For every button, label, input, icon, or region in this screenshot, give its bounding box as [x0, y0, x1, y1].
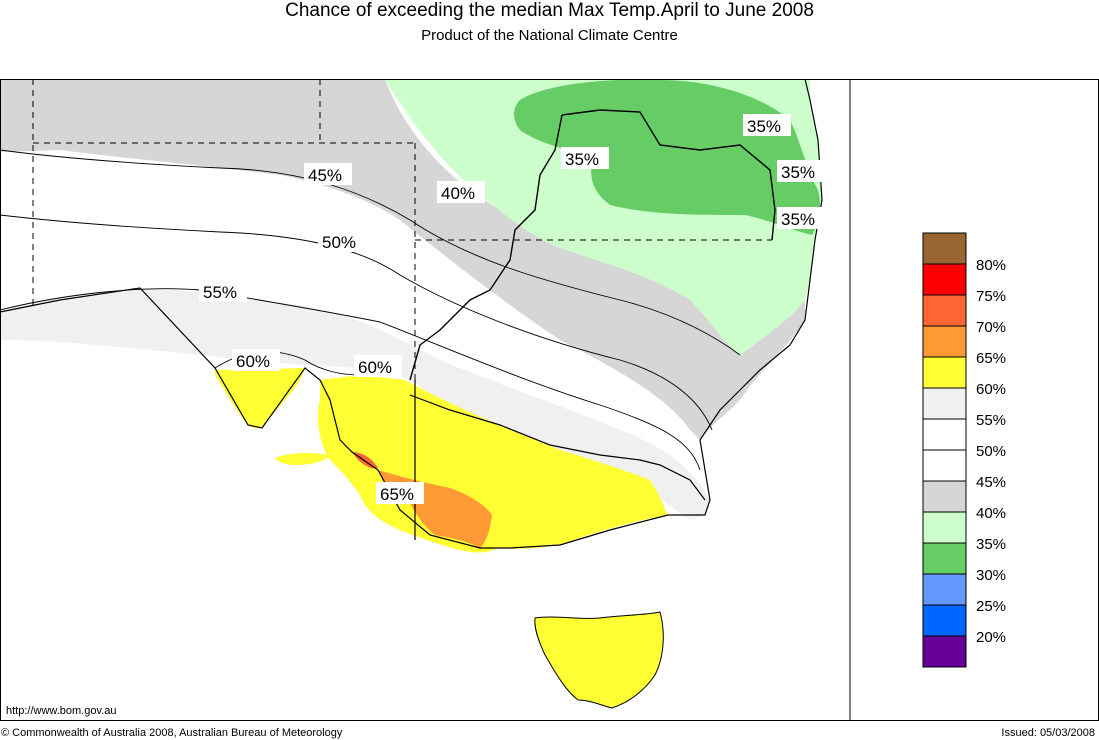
copyright-notice: © Commonwealth of Australia 2008, Austra… [1, 727, 343, 739]
contour-label-group: 45% 40% 50% 55% 60% 60% 65% 35% 35% 35% … [199, 114, 825, 504]
legend-swatch [922, 418, 967, 451]
legend-swatch [922, 635, 967, 668]
legend-label: 55% [976, 412, 1006, 429]
map-frame: 45% 40% 50% 55% 60% 60% 65% 35% 35% 35% … [0, 79, 1099, 721]
legend-label: 25% [976, 598, 1006, 615]
contour-label-60-west: 60% [236, 352, 270, 371]
contour-label-45: 45% [308, 166, 342, 185]
contour-label-65: 65% [380, 485, 414, 504]
legend-swatch [922, 387, 967, 420]
legend-swatch [922, 480, 967, 513]
legend-label: 75% [976, 288, 1006, 305]
contour-label-50: 50% [322, 233, 356, 252]
legend-swatch [922, 325, 967, 358]
contour-label-35-a: 35% [747, 117, 781, 136]
map-subtitle: Product of the National Climate Centre [421, 27, 678, 44]
coastline [0, 79, 823, 549]
legend-label: 50% [976, 443, 1006, 460]
contour-label-55: 55% [203, 283, 237, 302]
legend-swatch [922, 263, 967, 296]
legend-label: 40% [976, 505, 1006, 522]
state-border-nsw-vic [409, 394, 706, 501]
legend-label: 35% [976, 536, 1006, 553]
legend: 80% 75% 70% 65% 60% 55% 50% 45% 40% 35% 30% 25% 20% [922, 232, 1006, 668]
state-border-qld-nsw [561, 109, 776, 241]
kangaroo-island [275, 453, 330, 465]
contour-label-35-b: 35% [565, 150, 599, 169]
contour-label-35-d: 35% [781, 210, 815, 229]
map-title: Chance of exceeding the median Max Temp.… [285, 0, 814, 21]
legend-swatch [922, 573, 967, 606]
tasmania [534, 611, 664, 709]
legend-label: 20% [976, 629, 1006, 646]
legend-label: 60% [976, 381, 1006, 398]
dashed-graticule [32, 79, 772, 380]
zone-45-percent [0, 79, 805, 440]
state-border-nsw-west [409, 114, 563, 381]
issued-date: Issued: 05/03/2008 [1001, 727, 1095, 739]
zone-60-percent-mainland [318, 375, 668, 549]
legend-label: 45% [976, 474, 1006, 491]
legend-label: 70% [976, 319, 1006, 336]
legend-swatch [922, 232, 967, 265]
contour-label-60-east: 60% [358, 358, 392, 377]
legend-label: 65% [976, 350, 1006, 367]
legend-swatch [922, 604, 967, 637]
legend-swatch [922, 542, 967, 575]
legend-panel [850, 79, 1099, 721]
legend-swatch [922, 294, 967, 327]
legend-label: 80% [976, 257, 1006, 274]
legend-swatch [922, 511, 967, 544]
contour-label-35-c: 35% [781, 163, 815, 182]
contour-label-40: 40% [441, 184, 475, 203]
legend-label: 30% [976, 567, 1006, 584]
legend-swatch [922, 449, 967, 482]
legend-swatch [922, 356, 967, 389]
zone-55-percent [0, 288, 710, 520]
zone-60-percent-eyre [215, 368, 305, 429]
source-url: http://www.bom.gov.au [6, 705, 117, 717]
